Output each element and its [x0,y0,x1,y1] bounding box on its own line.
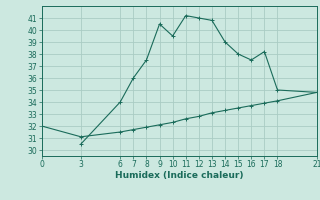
X-axis label: Humidex (Indice chaleur): Humidex (Indice chaleur) [115,171,244,180]
